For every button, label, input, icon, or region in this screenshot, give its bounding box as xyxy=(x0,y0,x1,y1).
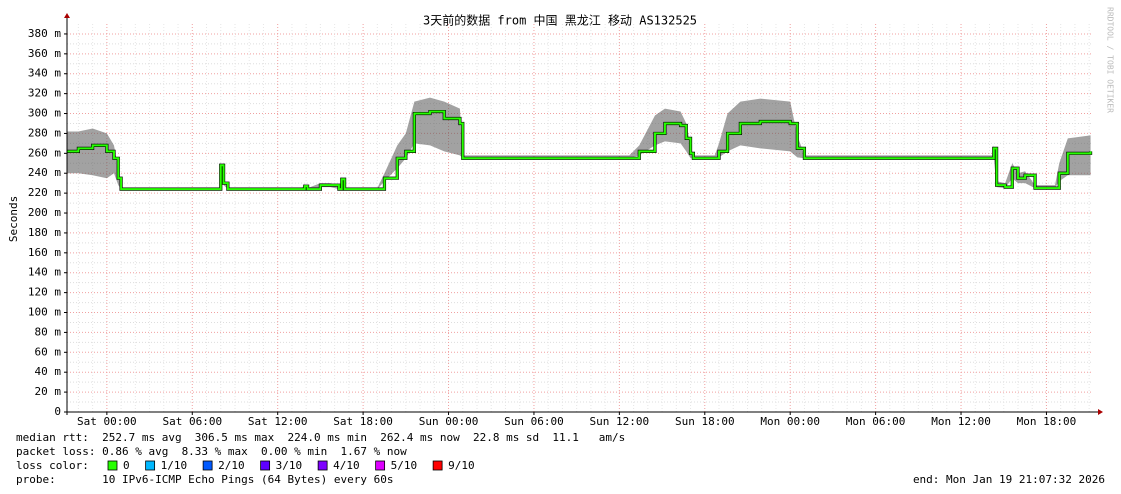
median-line xyxy=(67,110,1092,191)
x-tick-label: Mon 06:00 xyxy=(846,415,906,428)
x-tick-label: Sun 06:00 xyxy=(504,415,564,428)
y-tick-label: 20 m xyxy=(35,385,62,398)
loss-label: 2/10 xyxy=(218,459,245,472)
loss-label: 4/10 xyxy=(333,459,360,472)
loss-swatch xyxy=(107,460,118,471)
y-tick-label: 40 m xyxy=(35,365,62,378)
watermark: RRDTOOL / TOBI OETIKER xyxy=(1106,7,1115,113)
x-tick-label: Mon 00:00 xyxy=(760,415,820,428)
y-tick-label: 220 m xyxy=(28,186,61,199)
y-tick-label: 320 m xyxy=(28,87,61,100)
y-tick-label: 280 m xyxy=(28,126,61,139)
loss-label: 9/10 xyxy=(448,459,475,472)
loss-title: loss color: xyxy=(16,459,89,472)
y-tick-label: 120 m xyxy=(28,286,61,299)
stats-line: median rtt: 252.7 ms avg 306.5 ms max 22… xyxy=(16,431,625,444)
probe-line: probe: 10 IPv6-ICMP Echo Pings (64 Bytes… xyxy=(16,473,394,486)
loss-swatch xyxy=(432,460,443,471)
y-tick-label: 380 m xyxy=(28,27,61,40)
loss-label: 0 xyxy=(123,459,130,472)
x-tick-label: Sat 00:00 xyxy=(77,415,137,428)
y-axis-label: Seconds xyxy=(7,196,20,242)
loss-label: 5/10 xyxy=(391,459,418,472)
y-tick-label: 180 m xyxy=(28,226,61,239)
y-tick-label: 240 m xyxy=(28,166,61,179)
y-tick-label: 60 m xyxy=(35,345,62,358)
y-tick-label: 100 m xyxy=(28,306,61,319)
stats-line: packet loss: 0.86 % avg 8.33 % max 0.00 … xyxy=(16,445,407,458)
loss-swatch xyxy=(375,460,386,471)
y-arrow xyxy=(64,13,70,18)
y-tick-label: 160 m xyxy=(28,246,61,259)
chart-title: 3天前的数据 from 中国 黑龙江 移动 AS132525 xyxy=(423,13,697,28)
x-tick-label: Sat 06:00 xyxy=(162,415,222,428)
y-tick-label: 340 m xyxy=(28,67,61,80)
y-tick-label: 140 m xyxy=(28,266,61,279)
y-tick-label: 300 m xyxy=(28,107,61,120)
loss-swatch xyxy=(317,460,328,471)
loss-label: 1/10 xyxy=(161,459,188,472)
end-time: end: Mon Jan 19 21:07:32 2026 xyxy=(913,473,1105,486)
x-tick-label: Mon 12:00 xyxy=(931,415,991,428)
x-arrow xyxy=(1098,409,1103,415)
loss-label: 3/10 xyxy=(276,459,303,472)
loss-swatch xyxy=(145,460,156,471)
y-tick-label: 0 xyxy=(54,405,61,418)
loss-swatch xyxy=(202,460,213,471)
x-tick-label: Sat 18:00 xyxy=(333,415,393,428)
y-tick-label: 260 m xyxy=(28,146,61,159)
x-tick-label: Sun 12:00 xyxy=(590,415,650,428)
loss-swatch xyxy=(260,460,271,471)
x-tick-label: Sun 18:00 xyxy=(675,415,735,428)
y-tick-label: 200 m xyxy=(28,206,61,219)
y-tick-label: 80 m xyxy=(35,325,62,338)
y-tick-label: 360 m xyxy=(28,47,61,60)
x-tick-label: Sun 00:00 xyxy=(419,415,479,428)
x-tick-label: Mon 18:00 xyxy=(1017,415,1077,428)
x-tick-label: Sat 12:00 xyxy=(248,415,308,428)
